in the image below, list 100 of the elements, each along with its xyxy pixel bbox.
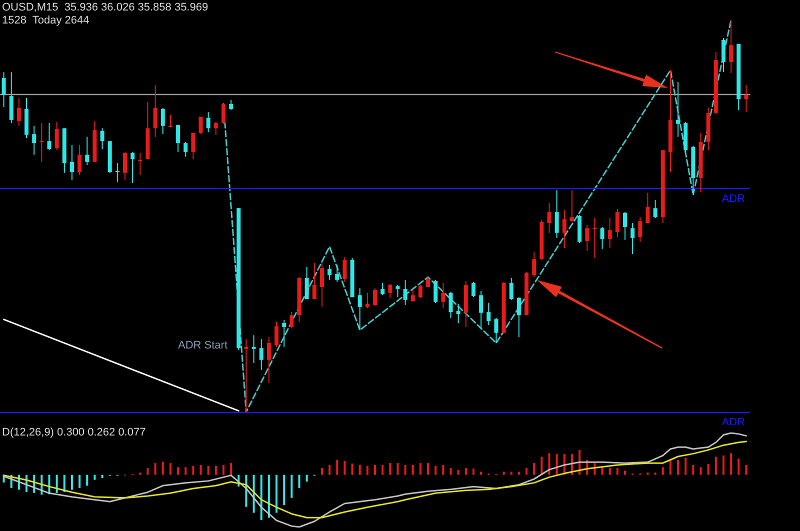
candlestick bbox=[456, 303, 460, 324]
bar bbox=[396, 463, 399, 475]
candlestick bbox=[100, 128, 104, 150]
candlestick bbox=[600, 226, 604, 250]
bar bbox=[298, 474, 300, 488]
bar bbox=[510, 472, 512, 475]
candlestick bbox=[380, 282, 385, 296]
candlestick bbox=[123, 152, 127, 180]
bar bbox=[154, 463, 156, 475]
candlestick bbox=[198, 116, 203, 135]
candlestick bbox=[410, 290, 415, 302]
bar bbox=[480, 472, 482, 475]
candlestick bbox=[479, 290, 484, 329]
bar bbox=[472, 468, 474, 475]
bar bbox=[540, 456, 543, 475]
bar bbox=[382, 464, 384, 475]
bar bbox=[320, 468, 323, 475]
candlestick bbox=[266, 336, 271, 384]
bar bbox=[518, 472, 520, 475]
candlestick bbox=[328, 264, 332, 280]
bar bbox=[192, 466, 194, 475]
candlestick bbox=[434, 279, 438, 304]
candlestick bbox=[592, 217, 597, 258]
candlestick bbox=[623, 212, 627, 240]
bar bbox=[419, 463, 422, 475]
candlestick bbox=[494, 317, 498, 344]
bar bbox=[434, 466, 437, 475]
bar bbox=[146, 468, 149, 475]
candlestick bbox=[160, 107, 165, 135]
bar bbox=[722, 455, 724, 475]
candlestick bbox=[744, 84, 748, 113]
candlestick bbox=[448, 292, 453, 318]
candlestick bbox=[244, 338, 248, 412]
bar bbox=[427, 463, 430, 475]
candlestick bbox=[2, 72, 6, 108]
candlestick bbox=[16, 98, 21, 126]
candlestick bbox=[373, 288, 377, 307]
bar bbox=[533, 463, 536, 475]
candlestick bbox=[153, 84, 158, 138]
candlestick bbox=[32, 125, 36, 156]
candlestick bbox=[554, 190, 559, 238]
annotation: ADR Start bbox=[178, 340, 228, 352]
candlestick bbox=[184, 141, 188, 158]
bar bbox=[730, 453, 732, 475]
candlestick bbox=[676, 81, 680, 138]
candlestick bbox=[562, 210, 566, 249]
bar bbox=[745, 464, 748, 475]
bar bbox=[404, 464, 406, 475]
candlestick bbox=[176, 124, 180, 153]
candlestick bbox=[403, 279, 408, 306]
candlestick bbox=[229, 99, 234, 111]
bar bbox=[351, 464, 354, 475]
bar bbox=[78, 474, 81, 488]
bar bbox=[464, 468, 467, 475]
bar bbox=[169, 463, 172, 475]
bar bbox=[358, 464, 361, 475]
candlestick bbox=[320, 262, 324, 308]
candlestick bbox=[509, 277, 514, 300]
bar bbox=[662, 467, 664, 475]
bar bbox=[450, 468, 452, 475]
bar bbox=[624, 470, 626, 475]
bar bbox=[412, 464, 414, 475]
candlestick bbox=[85, 136, 90, 166]
bar bbox=[684, 458, 687, 475]
bar bbox=[177, 467, 180, 475]
candlestick bbox=[206, 112, 210, 133]
bar bbox=[344, 460, 346, 475]
candlestick bbox=[214, 121, 218, 136]
candlestick bbox=[78, 144, 82, 176]
candlestick bbox=[70, 144, 74, 180]
candlestick bbox=[426, 276, 430, 288]
chart-title: D(12,26,9) 0.300 0.262 0.077 bbox=[2, 426, 146, 438]
candlestick bbox=[630, 222, 635, 255]
bar bbox=[366, 466, 368, 475]
bar bbox=[707, 464, 710, 475]
candlestick bbox=[312, 262, 316, 300]
candlestick bbox=[638, 216, 642, 242]
candlestick bbox=[191, 132, 196, 160]
bar bbox=[230, 463, 232, 475]
candlestick bbox=[646, 192, 650, 224]
candlestick bbox=[547, 202, 552, 234]
bar bbox=[608, 468, 611, 475]
bar bbox=[548, 453, 550, 475]
bar bbox=[56, 474, 58, 493]
candlestick bbox=[721, 38, 726, 73]
candlestick bbox=[130, 152, 135, 184]
candlestick bbox=[532, 252, 536, 278]
bar bbox=[374, 464, 376, 475]
candlestick bbox=[570, 190, 574, 222]
bar bbox=[207, 466, 210, 475]
bar bbox=[268, 474, 270, 518]
bar bbox=[200, 464, 202, 475]
candlestick bbox=[252, 334, 256, 364]
bar bbox=[222, 464, 224, 475]
bar bbox=[389, 463, 392, 475]
candlestick bbox=[365, 292, 370, 309]
chart-title: OUSD,M15 35.936 36.026 35.858 35.969 bbox=[2, 2, 208, 14]
bar bbox=[677, 460, 680, 475]
candlestick bbox=[729, 20, 734, 74]
bar bbox=[457, 470, 460, 475]
